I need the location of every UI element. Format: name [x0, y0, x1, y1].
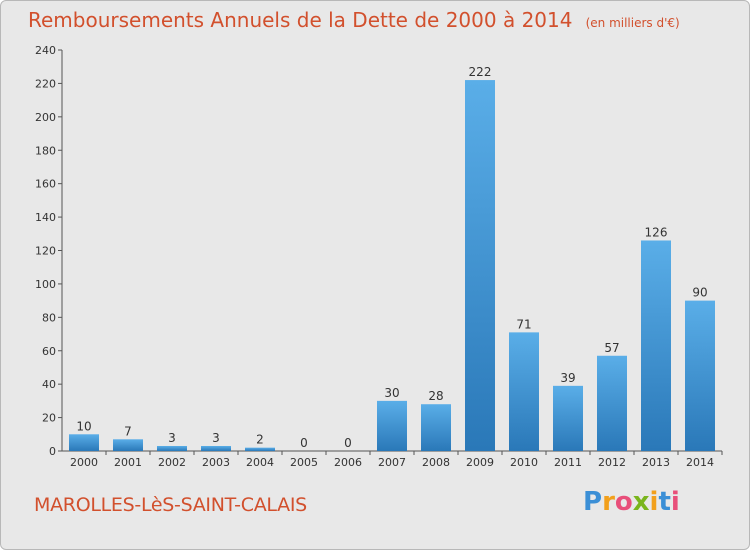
bar-value-label: 3	[212, 431, 220, 445]
x-tick-label: 2007	[378, 456, 406, 469]
y-tick-label: 220	[35, 77, 56, 90]
logo-letter: t	[658, 487, 671, 517]
logo-letter: i	[649, 487, 659, 517]
bar	[641, 240, 671, 451]
x-tick-label: 2000	[70, 456, 98, 469]
x-tick-label: 2010	[510, 456, 538, 469]
logo-letter: x	[632, 487, 650, 517]
bar	[465, 80, 495, 451]
bar	[553, 385, 583, 451]
unit-note: (en milliers d'€)	[585, 16, 680, 30]
bar	[69, 434, 99, 451]
chart-title-row: Remboursements Annuels de la Dette de 20…	[28, 8, 680, 32]
bar-value-label: 3	[168, 431, 176, 445]
bar-value-label: 90	[692, 286, 707, 300]
bar	[509, 332, 539, 451]
bar-value-label: 10	[76, 419, 91, 433]
bar-value-label: 7	[124, 424, 132, 438]
y-tick-label: 180	[35, 144, 56, 157]
bar	[113, 439, 143, 451]
chart-title: Remboursements Annuels de la Dette de 20…	[28, 8, 573, 32]
y-tick-label: 0	[49, 445, 56, 458]
bars-group: 10 7 3 3 2 0 0 30 28 222 71 39 57 126 90	[69, 65, 715, 451]
bar	[245, 447, 275, 451]
x-axis: 2000 2001 2002 2003 2004 2005 2006 2007 2008 2009…	[62, 450, 723, 469]
x-tick-label: 2014	[686, 456, 714, 469]
bar-value-label: 28	[428, 389, 443, 403]
logo-letter: o	[614, 487, 633, 517]
y-tick-label: 60	[42, 345, 56, 358]
y-tick-label: 240	[35, 44, 56, 57]
bar-value-label: 57	[604, 341, 619, 355]
y-tick-label: 80	[42, 311, 56, 324]
y-tick-label: 120	[35, 245, 56, 258]
bar-value-label: 222	[469, 65, 492, 79]
bar	[201, 445, 231, 451]
bar	[377, 400, 407, 451]
logo-letter: P	[583, 487, 603, 517]
y-tick-label: 20	[42, 412, 56, 425]
x-tick-label: 2006	[334, 456, 362, 469]
x-tick-label: 2013	[642, 456, 670, 469]
bar-value-label: 2	[256, 433, 264, 447]
x-tick-label: 2011	[554, 456, 582, 469]
bar-value-label: 30	[384, 386, 399, 400]
proxiti-logo: Proxiti	[583, 487, 680, 517]
logo-letter: i	[670, 487, 680, 517]
bar-value-label: 71	[516, 317, 531, 331]
x-tick-label: 2008	[422, 456, 450, 469]
y-tick-label: 160	[35, 178, 56, 191]
y-tick-label: 200	[35, 111, 56, 124]
y-axis: 0 20 40 60 80 100 120 140 160 180 200 220 240	[35, 44, 63, 458]
bar	[157, 445, 187, 451]
y-tick-label: 100	[35, 278, 56, 291]
x-tick-label: 2002	[158, 456, 186, 469]
bar	[685, 300, 715, 451]
x-tick-label: 2003	[202, 456, 230, 469]
bar-value-label: 0	[300, 436, 308, 450]
bar-value-label: 39	[560, 371, 575, 385]
commune-name: MAROLLES-LèS-SAINT-CALAIS	[34, 494, 307, 516]
bar-value-label: 126	[645, 225, 668, 239]
logo-letter: r	[602, 487, 615, 517]
bar	[597, 355, 627, 451]
y-tick-label: 140	[35, 211, 56, 224]
x-tick-label: 2004	[246, 456, 274, 469]
y-tick-label: 40	[42, 378, 56, 391]
x-tick-label: 2005	[290, 456, 318, 469]
bar-value-label: 0	[344, 436, 352, 450]
x-tick-label: 2009	[466, 456, 494, 469]
x-tick-label: 2001	[114, 456, 142, 469]
x-tick-label: 2012	[598, 456, 626, 469]
bar	[421, 404, 451, 451]
